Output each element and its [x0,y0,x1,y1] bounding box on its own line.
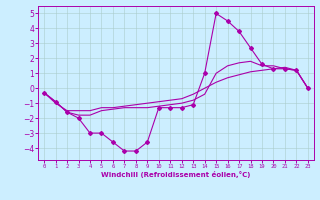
X-axis label: Windchill (Refroidissement éolien,°C): Windchill (Refroidissement éolien,°C) [101,171,251,178]
